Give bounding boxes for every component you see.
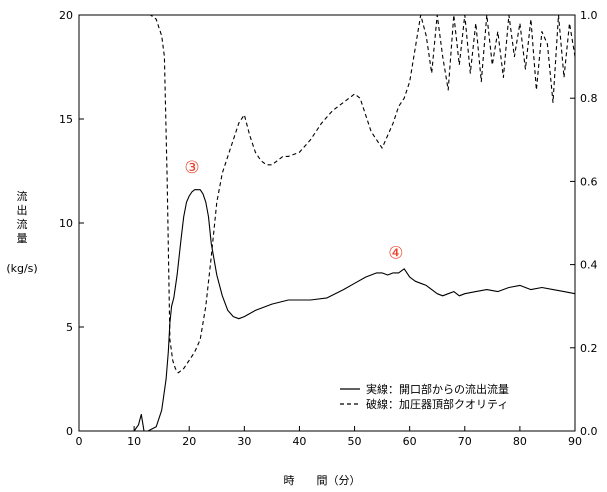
y2-tick-label: 0.6 [580, 175, 598, 188]
annotations: ③④ [184, 158, 403, 263]
x-tick-label: 0 [76, 435, 83, 448]
y2-tick-label: 1.0 [580, 9, 598, 22]
x-tick-label: 80 [513, 435, 527, 448]
x-tick-label: 70 [458, 435, 472, 448]
legend: 実線：開口部からの流出流量 破線：加圧器頂部クオリティ [340, 382, 509, 411]
x-tick-label: 50 [348, 435, 362, 448]
x-tick-label: 60 [403, 435, 417, 448]
y2-tick-label: 0.0 [580, 425, 598, 438]
y-tick-label: 10 [59, 217, 73, 230]
x-tick-label: 40 [292, 435, 306, 448]
series-lines [79, 14, 576, 432]
y-tick-label: 20 [59, 9, 73, 22]
legend-dashed-label: 破線：加圧器頂部クオリティ [366, 397, 508, 411]
x-tick-label: 90 [568, 435, 582, 448]
axis-ticks: 0 10 20 30 40 50 60 70 80 90 0 5 10 15 20 0.0 0.2 0.4 0.6 0… [59, 9, 598, 448]
legend-solid-label: 実線：開口部からの流出流量 [366, 382, 509, 396]
series-flow-line [79, 189, 576, 432]
y-tick-label: 0 [66, 425, 73, 438]
y-axis-title: 流 出 流 量 (kg/s) [6, 189, 37, 275]
y2-tick-label: 0.8 [580, 92, 598, 105]
plot-area [78, 14, 576, 432]
y-tick-label: 15 [59, 113, 73, 126]
x-axis-title: 時 間（分） [284, 474, 361, 487]
x-tick-label: 20 [182, 435, 196, 448]
y-label-char-1: 流 [17, 189, 28, 203]
series-quality-line [79, 14, 576, 374]
x-tick-label: 30 [237, 435, 251, 448]
y2-tick-label: 0.4 [580, 259, 598, 272]
y-label-char-3: 流 [17, 217, 28, 231]
y2-tick-label: 0.2 [580, 342, 598, 355]
y-tick-label: 5 [66, 321, 73, 334]
annotation-marker-1: ③ [184, 158, 199, 178]
annotation-marker-2: ④ [388, 243, 403, 263]
x-tick-label: 10 [127, 435, 141, 448]
y-label-char-2: 出 [17, 203, 28, 217]
y-label-char-4: 量 [17, 232, 28, 245]
y-label-unit: (kg/s) [6, 262, 37, 275]
